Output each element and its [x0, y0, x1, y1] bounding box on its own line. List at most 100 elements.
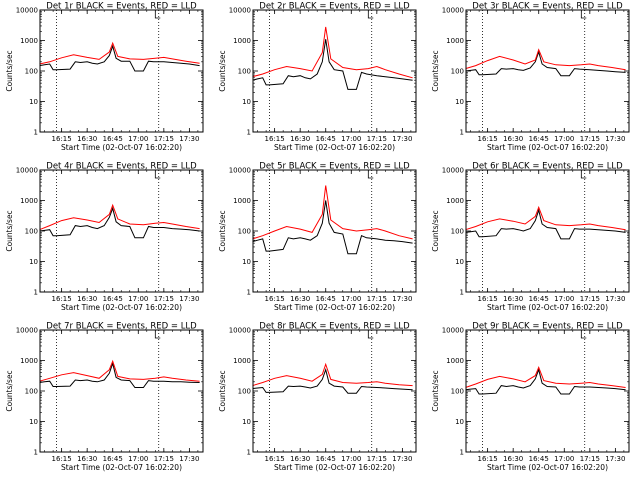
panel-1: Det 1r BLACK = Events, RED = LLD 1 10 100 10… — [5, 2, 204, 152]
y-tick-label: 1 — [247, 289, 251, 297]
x-axis-label: Start Time (02-Oct-07 16:02:20) — [487, 143, 608, 152]
plot-frame — [39, 329, 204, 453]
y-tick-label: 1 — [460, 129, 464, 137]
x-tick-label: 16:15 — [265, 455, 285, 463]
panel-title: Det 3r BLACK = Events, RED = LLD — [472, 2, 623, 12]
panel-title: Det 5r BLACK = Events, RED = LLD — [259, 162, 410, 172]
x-axis-label: Start Time (02-Oct-07 16:02:20) — [487, 303, 608, 312]
x-tick-label: 17:15 — [154, 135, 174, 143]
y-tick-label: 100 — [451, 228, 464, 236]
x-axis-label: Start Time (02-Oct-07 16:02:20) — [61, 303, 182, 312]
x-tick-label: 16:30 — [503, 455, 523, 463]
x-tick-label: 17:30 — [605, 135, 625, 143]
x-tick-label: 16:45 — [316, 295, 336, 303]
x-tick-label: 16:45 — [529, 455, 549, 463]
x-tick-label: 16:45 — [316, 455, 336, 463]
y-tick-label: 1 — [247, 129, 251, 137]
events-line — [39, 44, 200, 72]
y-tick-label: 1000 — [233, 197, 251, 205]
y-tick-label: 100 — [238, 68, 251, 76]
y-tick-label: 1000 — [446, 197, 464, 205]
y-tick-label: 1 — [34, 449, 38, 457]
panel-title: Det 2r BLACK = Events, RED = LLD — [259, 2, 410, 12]
y-tick-label: 10000 — [229, 167, 251, 175]
plot-frame — [252, 9, 417, 133]
marker-bracket — [367, 10, 374, 19]
x-tick-label: 17:30 — [605, 455, 625, 463]
x-tick-label: 16:15 — [265, 135, 285, 143]
panel-4: Det 4r BLACK = Events, RED = LLD 1 10 100 10… — [5, 162, 204, 312]
x-tick-label: 17:15 — [580, 295, 600, 303]
panel-title: Det 8r BLACK = Events, RED = LLD — [259, 322, 410, 332]
x-tick-label: 16:15 — [478, 455, 498, 463]
y-axis-label: Counts/sec — [431, 370, 440, 411]
panel-2: Det 2r BLACK = Events, RED = LLD 1 10 100 10… — [218, 2, 417, 152]
y-tick-label: 10000 — [16, 167, 38, 175]
x-tick-label: 17:30 — [392, 295, 412, 303]
panel-5: Det 5r BLACK = Events, RED = LLD 1 10 100 10… — [218, 162, 417, 312]
y-tick-label: 100 — [25, 388, 38, 396]
x-tick-label: 16:15 — [52, 295, 72, 303]
y-tick-label: 1 — [247, 449, 251, 457]
y-tick-label: 10 — [29, 258, 38, 266]
y-tick-label: 100 — [451, 68, 464, 76]
plot-frame — [252, 169, 417, 293]
panel-title: Det 9r BLACK = Events, RED = LLD — [472, 322, 623, 332]
y-tick-label: 100 — [451, 388, 464, 396]
y-tick-label: 10 — [455, 258, 464, 266]
y-tick-label: 1000 — [20, 197, 38, 205]
lld-line — [465, 205, 626, 231]
panel-title: Det 7r BLACK = Events, RED = LLD — [46, 322, 197, 332]
y-tick-label: 1 — [460, 289, 464, 297]
x-tick-label: 16:15 — [52, 455, 72, 463]
x-tick-label: 17:15 — [367, 455, 387, 463]
x-tick-label: 17:00 — [554, 135, 574, 143]
x-tick-label: 17:30 — [392, 135, 412, 143]
events-line — [465, 368, 626, 395]
y-tick-label: 100 — [238, 388, 251, 396]
y-axis-label: Counts/sec — [5, 370, 14, 411]
x-axis-label: Start Time (02-Oct-07 16:02:20) — [274, 143, 395, 152]
plot-frame — [39, 169, 204, 293]
y-tick-label: 100 — [25, 228, 38, 236]
y-tick-label: 10 — [29, 418, 38, 426]
x-tick-label: 17:00 — [128, 135, 148, 143]
y-tick-label: 1 — [460, 449, 464, 457]
lld-line — [39, 41, 200, 65]
lld-line — [252, 185, 413, 240]
marker-bracket — [580, 330, 587, 339]
x-tick-label: 16:30 — [77, 135, 97, 143]
y-tick-label: 10000 — [16, 327, 38, 335]
x-tick-label: 16:30 — [503, 135, 523, 143]
lld-line — [39, 203, 200, 231]
x-tick-label: 16:30 — [290, 455, 310, 463]
plot-frame — [465, 169, 630, 293]
y-axis-label: Counts/sec — [218, 210, 227, 251]
marker-bracket — [367, 170, 374, 179]
x-axis-label: Start Time (02-Oct-07 16:02:20) — [487, 463, 608, 472]
x-axis-label: Start Time (02-Oct-07 16:02:20) — [61, 143, 182, 152]
lld-line — [252, 362, 413, 387]
y-tick-label: 10 — [242, 418, 251, 426]
events-line — [252, 39, 413, 90]
x-tick-label: 17:30 — [179, 295, 199, 303]
lld-line — [465, 365, 626, 388]
marker-bracket — [154, 330, 161, 339]
panel-7: Det 7r BLACK = Events, RED = LLD 1 10 100 10… — [5, 322, 204, 472]
panel-6: Det 6r BLACK = Events, RED = LLD 1 10 100 10… — [431, 162, 630, 312]
x-tick-label: 16:30 — [503, 295, 523, 303]
panel-8: Det 8r BLACK = Events, RED = LLD 1 10 100 10… — [218, 322, 417, 472]
x-tick-label: 17:30 — [392, 455, 412, 463]
marker-bracket — [154, 170, 161, 179]
panel-title: Det 1r BLACK = Events, RED = LLD — [46, 2, 197, 12]
y-tick-label: 10 — [455, 418, 464, 426]
x-tick-label: 17:15 — [367, 295, 387, 303]
y-tick-label: 10 — [242, 258, 251, 266]
y-tick-label: 1000 — [20, 37, 38, 45]
x-tick-label: 16:45 — [529, 135, 549, 143]
y-axis-label: Counts/sec — [431, 50, 440, 91]
panel-3: Det 3r BLACK = Events, RED = LLD 1 10 100 10… — [431, 2, 630, 152]
y-axis-label: Counts/sec — [5, 210, 14, 251]
x-tick-label: 17:00 — [341, 455, 361, 463]
y-axis-label: Counts/sec — [431, 210, 440, 251]
